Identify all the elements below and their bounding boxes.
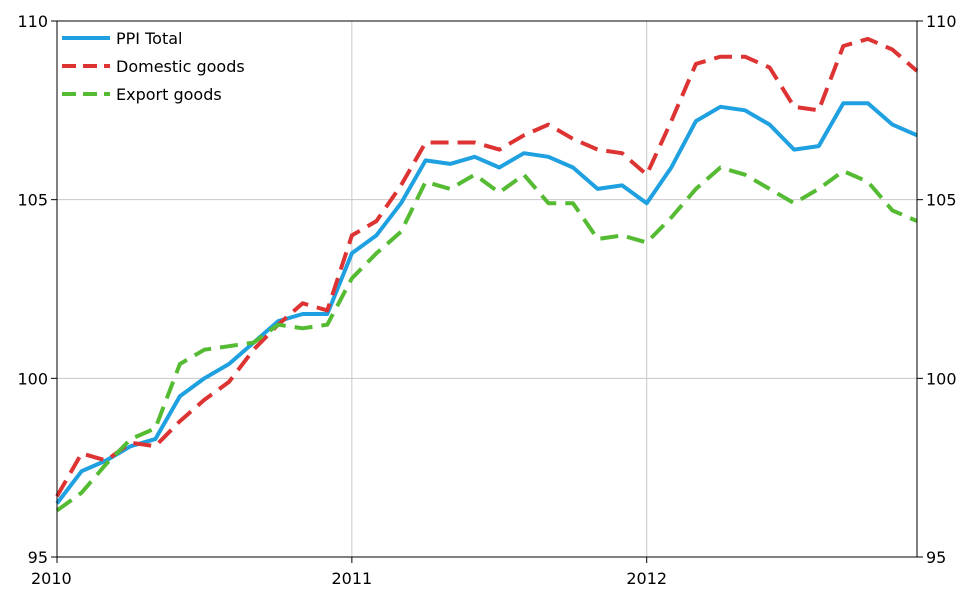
y-tick-label-left-110: 110 [17,12,48,31]
series-layer [55,36,919,513]
y-tick-label-left-95: 95 [28,548,48,567]
y-tick-label-left-105: 105 [17,191,48,210]
legend: PPI Total Domestic goods Export goods [62,29,245,104]
plot-frame [56,20,918,558]
series-line-ppi-total [55,101,918,505]
y-tick-label-left-100: 100 [17,369,48,388]
series-line-domestic-goods [55,36,919,498]
tick-layer: 95 95 100 100 105 105 110 110 2010 2011 2012 [17,12,956,588]
series-line-export-goods [55,165,918,513]
legend-label-ppi-total: PPI Total [116,29,182,48]
x-tick-label-2011: 2011 [331,569,372,588]
y-tick-label-right-105: 105 [926,191,957,210]
y-tick-label-right-95: 95 [926,548,946,567]
x-tick-label-2012: 2012 [626,569,667,588]
legend-label-export-goods: Export goods [116,85,222,104]
x-tick-label-2010: 2010 [31,569,72,588]
legend-label-domestic-goods: Domestic goods [116,57,245,76]
y-tick-label-right-110: 110 [926,12,957,31]
y-tick-label-right-100: 100 [926,369,957,388]
grid-layer [57,21,917,557]
